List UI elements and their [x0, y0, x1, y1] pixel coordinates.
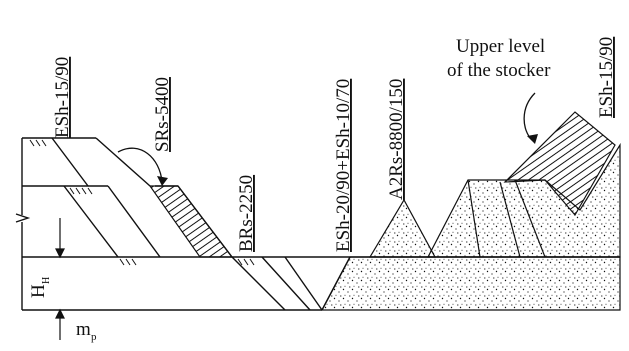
- label-upper-level-line1: Upper level: [456, 36, 545, 57]
- mp-main: m: [76, 319, 91, 340]
- esh-cut-lines: [284, 256, 351, 311]
- label-srs-5400: SRs-5400: [152, 77, 173, 152]
- dump-tier-lines: [467, 179, 546, 258]
- hh-dimension: [55, 218, 65, 340]
- hh-sub: H: [41, 277, 52, 284]
- mp-sub: p: [91, 331, 97, 343]
- ground-hatch-marks: [29, 139, 255, 266]
- upper-level-arrow: [523, 92, 536, 141]
- srs-hatched-block: [148, 185, 234, 258]
- srs-arrow-head: [157, 176, 168, 186]
- dump-cone-a2rs: [368, 198, 437, 258]
- label-brs-2250: BRs-2250: [236, 175, 257, 252]
- upper-level-arrow-head: [527, 134, 538, 144]
- dump-body-lower: [321, 256, 621, 311]
- label-esh-15-90-right: ESh-15/90: [596, 37, 617, 118]
- label-mp: m p: [76, 319, 97, 343]
- label-esh-15-90-left: ESh-15/90: [52, 57, 73, 138]
- label-a2rs: A2Rs-8800/150: [386, 79, 407, 200]
- label-upper-level-line2: of the stocker: [447, 60, 551, 81]
- srs-arrow: [117, 147, 163, 183]
- label-hh: H H: [28, 277, 52, 298]
- left-boundary: [15, 138, 31, 310]
- label-esh-combo: ESh-20/90+ESh-10/70: [333, 79, 354, 252]
- stocker-hatched-block: [503, 111, 616, 217]
- hh-main: H: [28, 284, 49, 298]
